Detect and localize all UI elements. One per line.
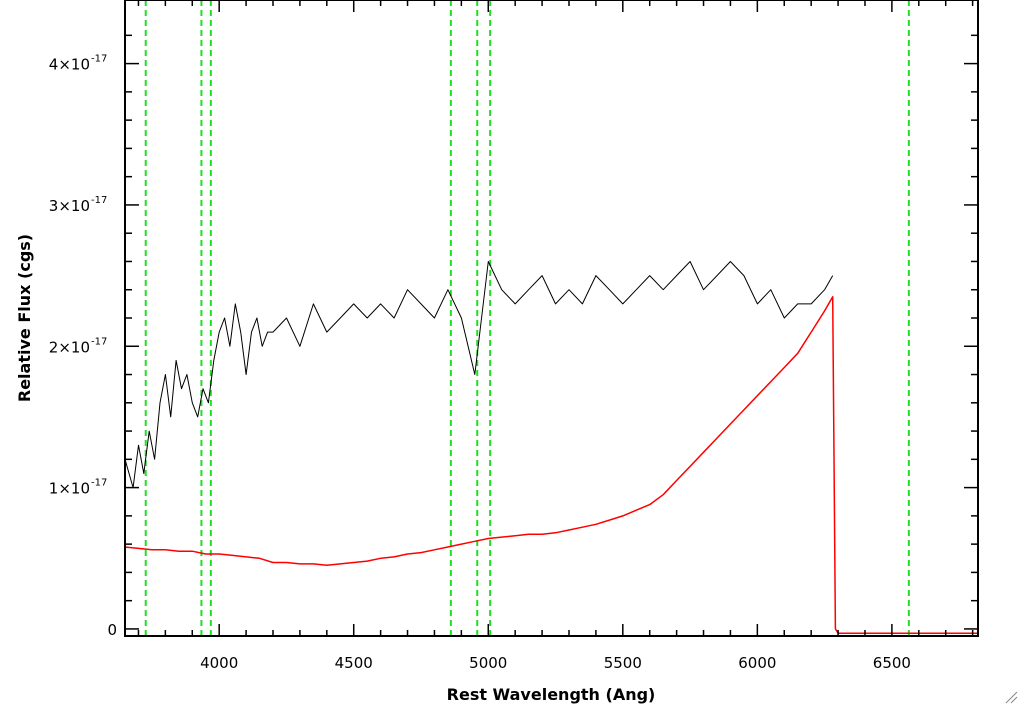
x-axis-label: Rest Wavelength (Ang) — [447, 685, 656, 704]
x-tick-label: 5500 — [604, 654, 642, 672]
x-tick-label: 5000 — [469, 654, 507, 672]
x-tick-label: 4500 — [335, 654, 373, 672]
y-tick-label: 4×10 — [49, 56, 90, 74]
series-layer — [125, 261, 978, 634]
y-tick-exponent: -17 — [91, 54, 107, 65]
vertical-marker-lines — [144, 0, 910, 636]
series-line-0 — [125, 261, 834, 489]
x-tick-label: 6000 — [738, 654, 776, 672]
x-tick-label: 4000 — [200, 654, 238, 672]
y-tick-label: 3×10 — [49, 197, 90, 215]
y-tick-label: 2×10 — [49, 338, 90, 356]
y-tick-exponent: -17 — [91, 478, 107, 489]
resize-grip-icon[interactable] — [1004, 690, 1018, 704]
y-tick-exponent: -17 — [91, 195, 107, 206]
y-tick-exponent: -17 — [91, 336, 107, 347]
y-axis-label: Relative Flux (cgs) — [15, 234, 34, 402]
x-tick-label: 6500 — [873, 654, 911, 672]
series-line-1 — [125, 296, 978, 634]
y-tick-label: 1×10 — [49, 480, 90, 498]
x-axis: 4000 4500 5000 5500 6000 6500 — [137, 0, 974, 672]
y-axis: 01×10 -172×10 -173×10 -174×10 -17 — [49, 34, 978, 639]
plot-frame — [124, 0, 979, 637]
y-tick-label: 0 — [107, 621, 117, 639]
